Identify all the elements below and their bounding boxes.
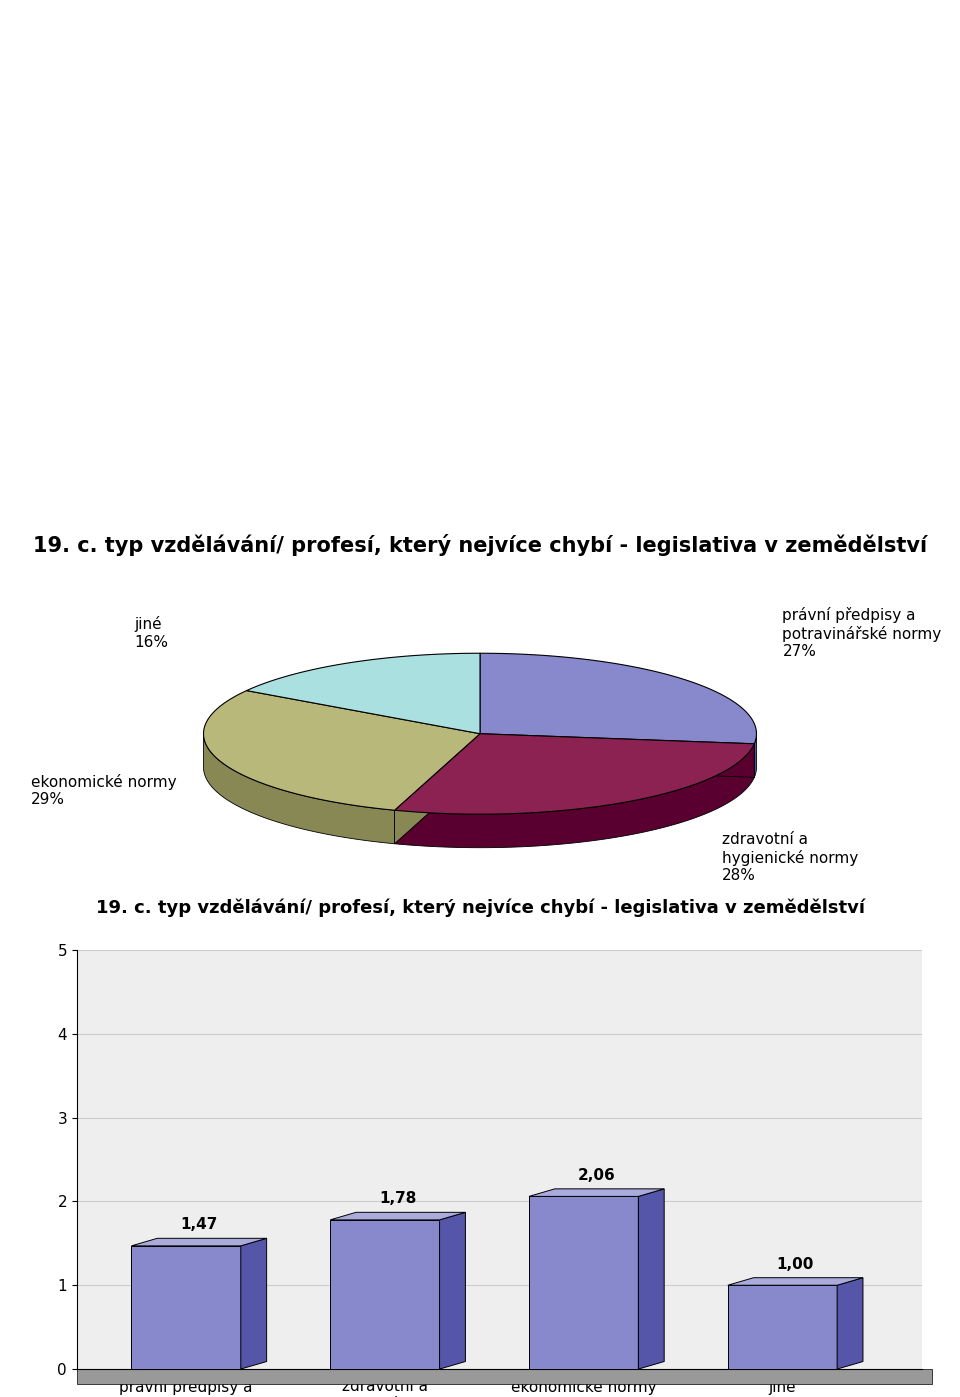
- Bar: [77, 1369, 931, 1384]
- Polygon shape: [837, 1278, 863, 1369]
- Text: zdravotní a
hygienické normy
28%: zdravotní a hygienické normy 28%: [722, 833, 858, 883]
- Polygon shape: [330, 1213, 466, 1220]
- Polygon shape: [480, 654, 756, 743]
- Polygon shape: [204, 733, 395, 844]
- Bar: [132, 1246, 241, 1369]
- Polygon shape: [204, 690, 480, 810]
- Polygon shape: [395, 743, 755, 848]
- Polygon shape: [132, 1238, 267, 1246]
- Text: 1,78: 1,78: [379, 1192, 417, 1207]
- Polygon shape: [440, 1213, 466, 1369]
- Polygon shape: [241, 1238, 267, 1369]
- Text: jiné
16%: jiné 16%: [134, 616, 168, 650]
- Bar: [529, 1196, 638, 1369]
- Text: 1,47: 1,47: [180, 1217, 218, 1232]
- Text: právní předpisy a
potravinářské normy
27%: právní předpisy a potravinářské normy 27…: [782, 608, 942, 659]
- Bar: [728, 1285, 837, 1369]
- Text: 19. c. typ vzdělávání/ profesí, který nejvíce chybí - legislativa v zemědělství: 19. c. typ vzdělávání/ profesí, který ne…: [33, 534, 927, 556]
- Polygon shape: [728, 1278, 863, 1285]
- Text: 1,00: 1,00: [777, 1257, 814, 1271]
- Polygon shape: [480, 733, 755, 777]
- Text: 2,06: 2,06: [578, 1168, 615, 1183]
- Polygon shape: [755, 735, 756, 777]
- Polygon shape: [638, 1189, 664, 1369]
- Text: 19. c. typ vzdělávání/ profesí, který nejvíce chybí - legislativa v zemědělství: 19. c. typ vzdělávání/ profesí, který ne…: [95, 898, 865, 918]
- Bar: [330, 1220, 440, 1369]
- Polygon shape: [395, 733, 480, 844]
- Polygon shape: [247, 654, 480, 733]
- Text: ekonomické normy
29%: ekonomické normy 29%: [31, 774, 177, 807]
- Polygon shape: [395, 733, 480, 844]
- Polygon shape: [395, 733, 755, 814]
- Polygon shape: [480, 733, 755, 777]
- Polygon shape: [529, 1189, 664, 1196]
